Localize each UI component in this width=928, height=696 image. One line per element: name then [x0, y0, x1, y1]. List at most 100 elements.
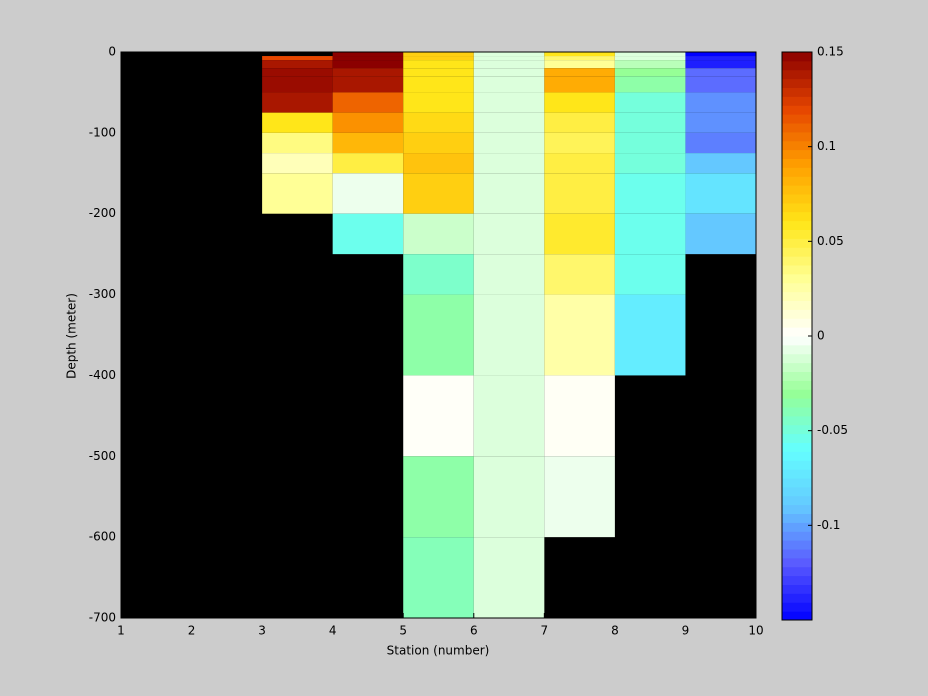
colorbar-swatch [782, 140, 812, 151]
heatmap-cell [473, 375, 545, 457]
heatmap-cell [403, 173, 474, 214]
colorbar-swatch [782, 300, 812, 310]
heatmap-cell [544, 68, 615, 77]
colorbar-swatch [782, 52, 812, 62]
heatmap-cell [685, 132, 756, 154]
colorbar-swatch [782, 495, 812, 506]
heatmap-cell [685, 60, 756, 69]
heatmap-cell [614, 56, 686, 61]
colorbar-swatch [782, 256, 812, 266]
colorbar-swatch [782, 531, 812, 541]
heatmap-cell [685, 92, 756, 113]
colorbar-swatch [782, 398, 812, 408]
colorbar-swatch [782, 566, 812, 577]
colorbar-swatch [782, 336, 812, 346]
heatmap-cell [685, 56, 756, 61]
heatmap-cell [332, 92, 404, 113]
heatmap-cell [403, 375, 474, 457]
colorbar-swatch [782, 584, 812, 594]
colorbar-swatch [782, 344, 812, 355]
heatmap-cell [403, 294, 474, 376]
x-tick-label: 1 [117, 624, 125, 638]
colorbar-swatch [782, 575, 812, 585]
heatmap-cell [544, 76, 615, 93]
heatmap-cell [544, 456, 615, 538]
colorbar-swatch [782, 549, 812, 559]
heatmap-cell [262, 60, 333, 69]
x-tick-label: 2 [188, 624, 196, 638]
y-tick-label: 0 [108, 45, 116, 59]
heatmap-cell [403, 112, 474, 133]
y-tick-label: -500 [89, 449, 116, 463]
colorbar-swatch [782, 273, 812, 284]
colorbar-swatch [782, 69, 812, 80]
heatmap-cell [614, 294, 686, 376]
heatmap-cell [262, 132, 333, 154]
colorbar-swatch [782, 202, 812, 213]
x-axis-label: Station (number) [387, 644, 490, 658]
x-tick-label: 8 [611, 624, 619, 638]
colorbar-swatch [782, 185, 812, 195]
heatmap-cell [262, 68, 333, 77]
heatmap-cell [614, 52, 686, 57]
heatmap-cell [685, 173, 756, 214]
heatmap-cell [473, 537, 545, 618]
y-tick-label: -100 [89, 125, 116, 139]
heatmap-cell [614, 254, 686, 295]
colorbar-swatch [782, 460, 812, 470]
colorbar-swatch [782, 602, 812, 612]
colorbar-swatch [782, 158, 812, 168]
heatmap-cell [544, 92, 615, 113]
heatmap-cell [544, 112, 615, 133]
heatmap-cell [403, 60, 474, 69]
heatmap-cell [332, 112, 404, 133]
colorbar-swatch [782, 282, 812, 293]
colorbar-swatch [782, 593, 812, 603]
heatmap-cell [614, 173, 686, 214]
heatmap-cell [544, 213, 615, 255]
x-tick-label: 3 [258, 624, 266, 638]
heatmap-cell [473, 112, 545, 133]
heatmap-cell [685, 213, 756, 255]
y-tick-label: -300 [89, 287, 116, 301]
colorbar-swatch [782, 238, 812, 248]
colorbar-tick-label: 0 [817, 329, 825, 343]
colorbar-swatch [782, 469, 812, 479]
colorbar-swatch [782, 451, 812, 461]
x-tick-label: 4 [329, 624, 337, 638]
heatmap-cell [332, 76, 404, 93]
heatmap-cell [332, 52, 404, 57]
plot-frame [120, 51, 757, 619]
heatmap-cell [262, 112, 333, 133]
colorbar-swatch [782, 114, 812, 124]
colorbar-swatch [782, 380, 812, 390]
heatmap-cell [544, 254, 615, 295]
colorbar-swatch [782, 362, 812, 372]
y-tick-label: -700 [89, 611, 116, 625]
heatmap-cell [473, 294, 545, 376]
colorbar-swatch [782, 407, 812, 417]
x-tick-label: 6 [470, 624, 478, 638]
colorbar-swatch [782, 504, 812, 514]
colorbar-swatch [782, 105, 812, 115]
heatmap-cell [685, 112, 756, 133]
heatmap-cell [685, 68, 756, 77]
colorbar-swatch [782, 442, 812, 452]
colorbar-swatch [782, 87, 812, 97]
heatmap-cell [403, 213, 474, 255]
x-tick-label: 10 [748, 624, 763, 638]
heatmap-cell [614, 153, 686, 174]
heatmap-cell [473, 456, 545, 538]
heatmap-cell [473, 132, 545, 154]
x-tick-label: 7 [541, 624, 549, 638]
heatmap-cell [332, 60, 404, 69]
colorbar-swatch [782, 220, 812, 230]
heatmap-cell [332, 173, 404, 214]
colorbar-swatch [782, 229, 812, 239]
y-axis-label: Depth (meter) [65, 293, 79, 379]
heatmap-cell [403, 92, 474, 113]
colorbar-swatch [782, 318, 812, 328]
heatmap-cell [403, 68, 474, 77]
colorbar-swatch [782, 486, 812, 497]
